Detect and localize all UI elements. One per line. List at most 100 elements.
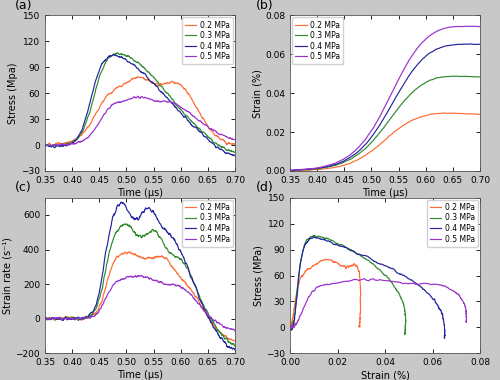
0.2 MPa: [402, 122, 408, 126]
Line: 0.5 MPa: 0.5 MPa: [45, 275, 235, 331]
0.5 MPa: [415, 282, 421, 287]
0.3 MPa: [114, 51, 119, 55]
Line: 0.3 MPa: 0.3 MPa: [45, 53, 235, 152]
0.3 MPa: [452, 74, 458, 78]
0.5 MPa: [186, 291, 192, 295]
0.5 MPa: [404, 281, 410, 286]
0.3 MPa: [288, 326, 294, 330]
X-axis label: Time (μs): Time (μs): [117, 188, 163, 198]
0.3 MPa: [432, 76, 438, 81]
0.2 MPa: [206, 126, 212, 131]
Line: 0.5 MPa: 0.5 MPa: [45, 96, 235, 146]
Line: 0.4 MPa: 0.4 MPa: [45, 202, 235, 350]
Legend: 0.2 MPa, 0.3 MPa, 0.4 MPa, 0.5 MPa: 0.2 MPa, 0.3 MPa, 0.4 MPa, 0.5 MPa: [182, 200, 232, 247]
0.3 MPa: [232, 150, 238, 155]
0.4 MPa: [288, 168, 294, 173]
0.4 MPa: [402, 79, 408, 83]
0.2 MPa: [206, 316, 212, 321]
0.4 MPa: [186, 269, 192, 274]
0.5 MPa: [289, 325, 295, 329]
0.2 MPa: [408, 119, 414, 123]
0.2 MPa: [153, 82, 159, 86]
0.2 MPa: [42, 317, 48, 321]
0.4 MPa: [158, 222, 164, 226]
0.4 MPa: [451, 43, 457, 47]
0.2 MPa: [340, 264, 346, 269]
0.5 MPa: [463, 308, 469, 313]
0.5 MPa: [186, 110, 192, 115]
0.2 MPa: [54, 316, 60, 321]
0.5 MPa: [398, 73, 404, 78]
0.5 MPa: [463, 320, 469, 324]
0.3 MPa: [42, 317, 48, 322]
Y-axis label: Stress (MPa): Stress (MPa): [254, 245, 264, 306]
0.2 MPa: [164, 81, 170, 86]
0.2 MPa: [134, 74, 140, 79]
0.4 MPa: [441, 321, 447, 325]
0.5 MPa: [451, 24, 457, 29]
0.3 MPa: [124, 222, 130, 226]
0.2 MPa: [54, 141, 60, 146]
0.2 MPa: [127, 250, 133, 254]
0.4 MPa: [468, 41, 474, 46]
Legend: 0.2 MPa, 0.3 MPa, 0.4 MPa, 0.5 MPa: 0.2 MPa, 0.3 MPa, 0.4 MPa, 0.5 MPa: [182, 17, 232, 64]
Line: 0.2 MPa: 0.2 MPa: [290, 113, 480, 171]
Line: 0.5 MPa: 0.5 MPa: [291, 279, 467, 328]
0.3 MPa: [152, 229, 158, 234]
0.3 MPa: [402, 332, 407, 337]
0.5 MPa: [54, 316, 60, 320]
0.4 MPa: [42, 316, 48, 321]
0.2 MPa: [288, 325, 294, 330]
0.2 MPa: [186, 285, 192, 290]
Legend: 0.2 MPa, 0.3 MPa, 0.4 MPa, 0.5 MPa: 0.2 MPa, 0.3 MPa, 0.4 MPa, 0.5 MPa: [427, 200, 478, 247]
0.4 MPa: [386, 266, 392, 270]
0.3 MPa: [382, 273, 388, 277]
0.4 MPa: [442, 336, 448, 340]
0.5 MPa: [288, 325, 294, 330]
0.4 MPa: [398, 87, 404, 92]
0.5 MPa: [402, 64, 408, 68]
0.3 MPa: [477, 75, 483, 79]
0.3 MPa: [402, 97, 408, 101]
0.4 MPa: [299, 167, 305, 172]
Text: (b): (b): [256, 0, 274, 12]
0.2 MPa: [431, 112, 437, 116]
0.4 MPa: [287, 168, 293, 173]
0.3 MPa: [402, 317, 408, 322]
0.3 MPa: [186, 117, 192, 121]
X-axis label: Time (μs): Time (μs): [362, 188, 408, 198]
0.4 MPa: [42, 144, 48, 148]
Text: (d): (d): [256, 182, 274, 195]
0.5 MPa: [136, 273, 141, 277]
0.5 MPa: [206, 126, 212, 130]
0.4 MPa: [152, 83, 158, 88]
0.4 MPa: [396, 272, 402, 276]
0.2 MPa: [232, 142, 238, 146]
0.2 MPa: [398, 125, 404, 130]
0.2 MPa: [348, 264, 354, 268]
0.3 MPa: [400, 299, 406, 304]
0.2 MPa: [164, 256, 170, 260]
0.5 MPa: [465, 24, 471, 28]
Line: 0.4 MPa: 0.4 MPa: [290, 237, 445, 338]
0.3 MPa: [206, 313, 212, 318]
0.4 MPa: [434, 302, 440, 307]
Line: 0.3 MPa: 0.3 MPa: [290, 235, 406, 335]
0.4 MPa: [186, 120, 192, 125]
Line: 0.2 MPa: 0.2 MPa: [45, 77, 235, 146]
Text: (a): (a): [14, 0, 32, 12]
0.4 MPa: [432, 48, 438, 53]
Text: (c): (c): [14, 182, 32, 195]
0.5 MPa: [299, 167, 305, 172]
0.5 MPa: [153, 99, 159, 103]
0.5 MPa: [432, 30, 438, 35]
0.3 MPa: [287, 168, 293, 173]
0.5 MPa: [408, 55, 414, 59]
0.3 MPa: [164, 90, 170, 95]
0.3 MPa: [164, 246, 170, 250]
0.3 MPa: [288, 168, 294, 173]
0.4 MPa: [110, 52, 116, 57]
0.4 MPa: [288, 326, 294, 331]
Line: 0.2 MPa: 0.2 MPa: [290, 259, 360, 329]
0.3 MPa: [42, 144, 48, 149]
